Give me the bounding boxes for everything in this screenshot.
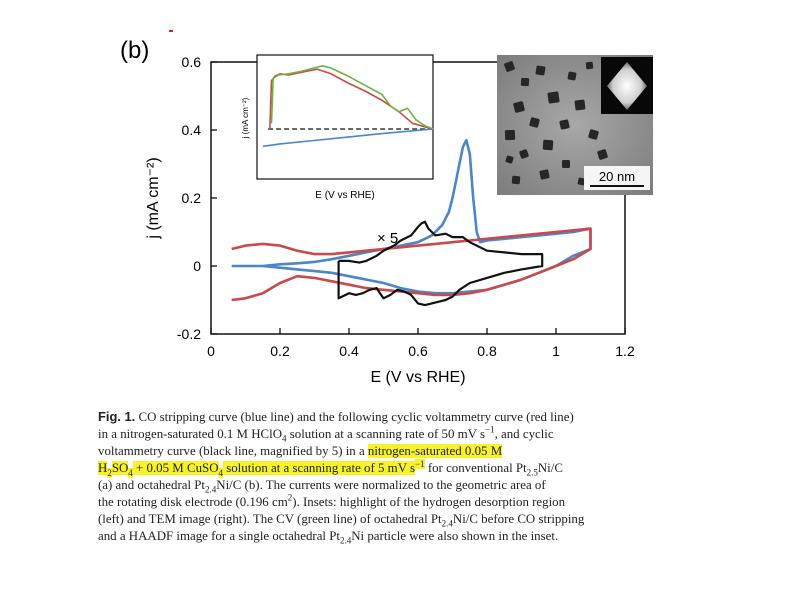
tem-nanoparticle — [547, 91, 560, 104]
x-tick-label: 0 — [207, 343, 215, 359]
caption-script: 4 — [282, 433, 287, 444]
caption-line: voltammetry curve (black line, magnified… — [98, 444, 503, 458]
tem-nanoparticle — [542, 139, 554, 151]
tem-nanoparticle — [504, 129, 516, 141]
tem-nanoparticle — [559, 119, 570, 130]
x-axis-label: E (V vs RHE) — [370, 369, 465, 386]
inset-series-line-3 — [270, 65, 434, 130]
tem-nanoparticle — [505, 155, 514, 164]
inset-series-line-1 — [262, 128, 434, 148]
caption-line: (left) and TEM image (right). The CV (gr… — [98, 512, 585, 529]
tem-nanoparticle — [519, 149, 529, 159]
tem-nanoparticle — [585, 61, 594, 70]
red-mark — [169, 30, 173, 32]
figure-caption: Fig. 1. CO stripping curve (blue line) a… — [98, 408, 703, 545]
highlighted-text: solution at a scanning rate of 5 mV s — [223, 461, 416, 475]
tem-nanoparticle — [529, 117, 540, 128]
highlighted-text: SO — [111, 461, 129, 475]
inset-y-label: j (mA cm⁻²) — [241, 97, 250, 139]
caption-line: and a HAADF image for a single octahedra… — [98, 529, 559, 546]
inset-x-label: E (V vs RHE) — [315, 190, 374, 201]
y-tick-label: -0.2 — [177, 326, 201, 342]
caption-line: in a nitrogen-saturated 0.1 M HClO4 solu… — [98, 424, 554, 444]
caption-script: 2.4 — [205, 484, 217, 495]
y-axis-ticks: -0.2 0 0.2 0.4 0.6 — [177, 54, 217, 342]
x-tick-label: 1 — [552, 343, 560, 359]
caption-line: H2SO4 + 0.05 M CuSO4 solution at a scann… — [98, 458, 563, 478]
series-line-3 — [337, 220, 544, 307]
tem-nanoparticle — [539, 169, 550, 180]
y-tick-label: 0.2 — [182, 190, 202, 206]
haadf-particle — [607, 62, 647, 110]
annotation-x5: × 5 — [377, 230, 398, 247]
caption-line: the rotating disk electrode (0.196 cm2).… — [98, 492, 566, 509]
inset-series-group — [262, 65, 434, 148]
scale-bar-label: 20 nm — [599, 169, 635, 184]
caption-line: (a) and octahedral Pt2.4Ni/C (b). The cu… — [98, 478, 546, 495]
caption-line: Fig. 1. CO stripping curve (blue line) a… — [98, 409, 574, 424]
caption-script: 2.5 — [526, 467, 538, 478]
tem-nanoparticle — [535, 65, 546, 76]
highlighted-text: 4 — [218, 467, 223, 478]
tem-nanoparticle — [504, 61, 515, 72]
series-line-2 — [231, 227, 592, 302]
tem-nanoparticle — [567, 71, 577, 81]
inset-frame — [256, 54, 434, 180]
highlighted-text: + 0.05 M CuSO — [132, 461, 219, 475]
tem-nanoparticle — [574, 99, 586, 111]
highlighted-text: 4 — [128, 467, 133, 478]
x-tick-label: 1.2 — [615, 343, 635, 359]
y-axis-label: j (mA cm⁻²) — [145, 157, 162, 239]
tem-nanoparticle — [588, 129, 599, 140]
tem-nanoparticle — [513, 101, 525, 113]
tem-nanoparticle — [577, 177, 586, 186]
x-tick-label: 0.4 — [339, 343, 359, 359]
y-tick-label: 0.6 — [182, 54, 202, 70]
tem-nanoparticle — [561, 159, 571, 169]
x-tick-label: 0.6 — [408, 343, 428, 359]
x-tick-label: 0.2 — [270, 343, 290, 359]
caption-script: 2.4 — [441, 518, 453, 529]
highlighted-text: H — [98, 461, 108, 475]
highlighted-text: nitrogen-saturated 0.05 M — [367, 444, 503, 458]
figure-label: Fig. 1. — [98, 409, 136, 424]
highlighted-text: −1 — [415, 458, 425, 469]
y-tick-label: 0 — [193, 258, 201, 274]
panel-label: (b) — [120, 37, 149, 64]
highlighted-text: 2 — [107, 467, 112, 478]
x-axis-ticks: 0 0.2 0.4 0.6 0.8 1 1.2 — [207, 328, 635, 359]
y-tick-label: 0.4 — [182, 122, 202, 138]
tem-nanoparticle — [511, 175, 521, 185]
series-group — [231, 138, 592, 307]
caption-script: 2 — [287, 492, 293, 503]
tem-nanoparticle — [520, 77, 530, 87]
x-tick-label: 0.8 — [477, 343, 497, 359]
tem-particles — [504, 61, 608, 186]
caption-script: 2.4 — [340, 535, 352, 546]
tem-nanoparticle — [597, 149, 608, 160]
caption-script: −1 — [484, 424, 495, 435]
